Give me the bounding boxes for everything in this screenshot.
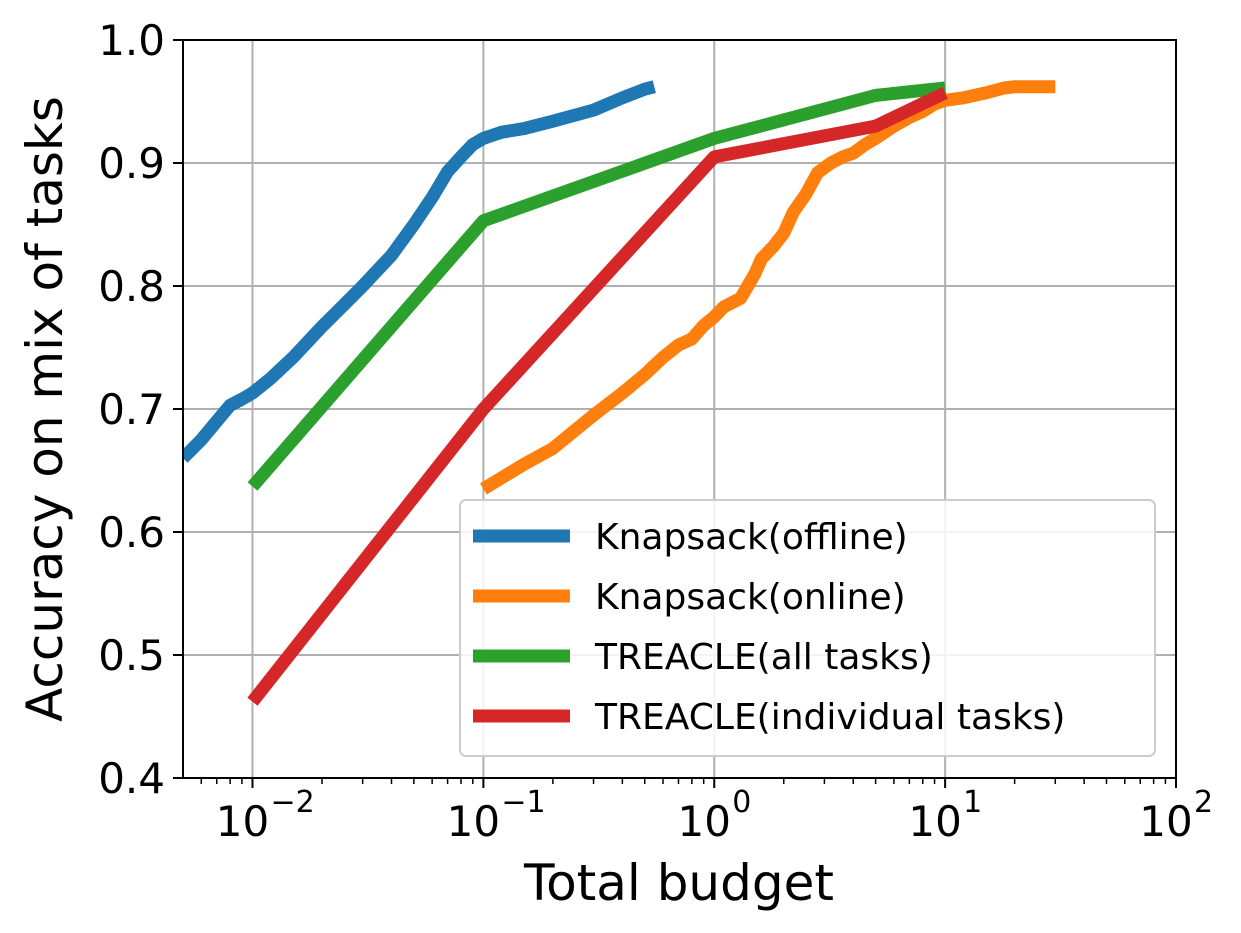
series-line-knapsack-offline	[183, 80, 656, 463]
y-tick-label: 0.8	[98, 262, 165, 311]
data-series	[183, 80, 1056, 706]
x-tick-exponent: 2	[1194, 785, 1213, 820]
y-tick-label: 0.5	[98, 631, 165, 680]
legend-box	[459, 499, 1156, 757]
legend-label: TREACLE(individual tasks)	[594, 697, 1065, 738]
series-line-treacle-individual-tasks	[247, 87, 948, 706]
legend: Knapsack(offline) Knapsack(online) TREACLE…	[459, 499, 1156, 757]
x-tick-exponent: −1	[501, 785, 545, 820]
x-tick-exponent: −2	[271, 785, 315, 820]
axis-ticks	[173, 39, 1177, 788]
x-tick-label: 10	[678, 797, 731, 846]
x-tick-label: 10	[1139, 797, 1192, 846]
x-tick-label: 10	[447, 797, 500, 846]
legend-label: TREACLE(all tasks)	[594, 637, 933, 678]
y-tick-label: 0.9	[98, 139, 165, 188]
y-tick-label: 0.4	[98, 754, 165, 803]
legend-label: Knapsack(offline)	[595, 517, 908, 558]
x-axis-label: Total budget	[523, 854, 834, 912]
tick-labels: 10 −2 10 −1 10 0 10 1 10 20.40.50.60.70.80.91.0	[98, 16, 1213, 846]
y-tick-label: 0.7	[98, 385, 165, 434]
y-tick-label: 0.6	[98, 508, 165, 557]
x-tick-exponent: 0	[732, 785, 751, 820]
x-tick-exponent: 1	[963, 785, 982, 820]
series-line-treacle-all-tasks	[247, 81, 946, 491]
legend-label: Knapsack(online)	[595, 577, 906, 618]
y-tick-label: 1.0	[98, 16, 165, 65]
x-tick-label: 10	[908, 797, 961, 846]
x-tick-label: 10	[216, 797, 269, 846]
y-axis-label: Accuracy on mix of tasks	[16, 96, 74, 722]
